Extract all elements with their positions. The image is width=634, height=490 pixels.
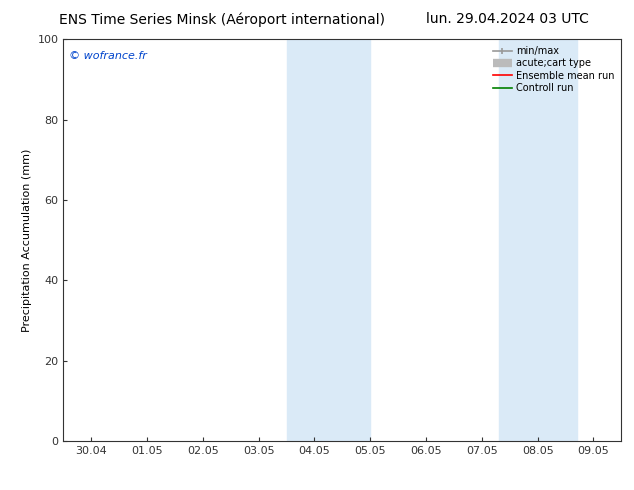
Text: lun. 29.04.2024 03 UTC: lun. 29.04.2024 03 UTC [426,12,588,26]
Text: ENS Time Series Minsk (Aéroport international): ENS Time Series Minsk (Aéroport internat… [59,12,385,27]
Bar [287,39,370,441]
Y-axis label: Precipitation Accumulation (mm): Precipitation Accumulation (mm) [22,148,32,332]
Bar [498,39,577,441]
Legend: min/max, acute;cart type, Ensemble mean run, Controll run: min/max, acute;cart type, Ensemble mean … [491,44,616,95]
Text: © wofrance.fr: © wofrance.fr [69,51,147,61]
